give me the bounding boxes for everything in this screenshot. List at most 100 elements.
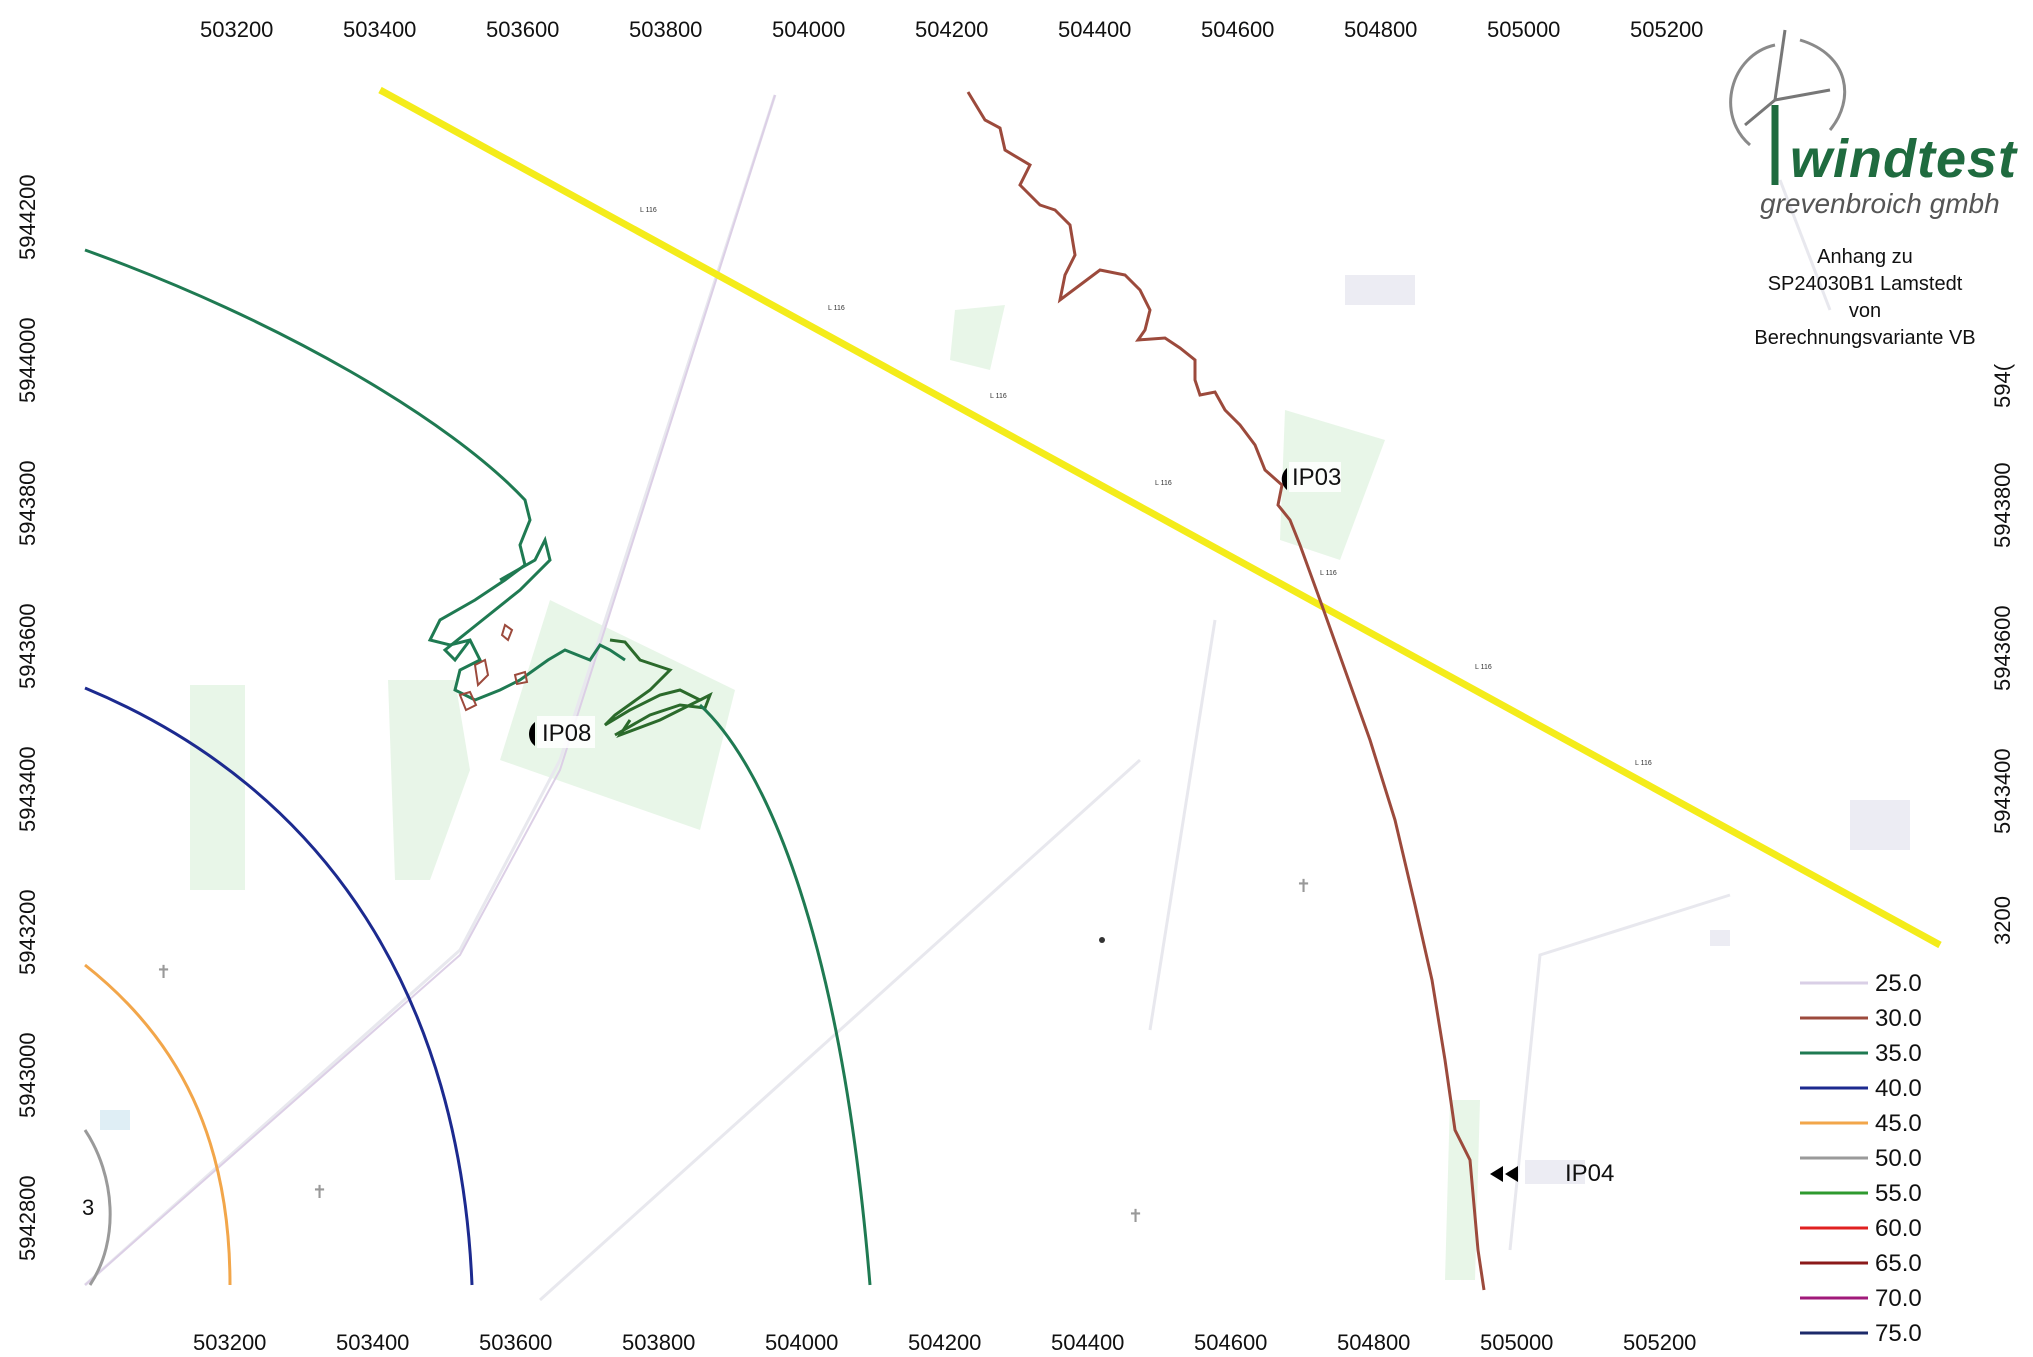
- field-area: [1445, 1100, 1480, 1280]
- cross-marker: ✝: [1296, 876, 1311, 896]
- x-tick: 503200: [200, 17, 273, 42]
- logo-arc: [1799, 38, 1847, 131]
- minor-road: [84, 94, 777, 1287]
- cross-marker: ✝: [312, 1182, 327, 1202]
- receiver-ip03[interactable]: IP03: [1281, 462, 1342, 492]
- x-tick: 504600: [1201, 17, 1274, 42]
- legend-label: 75.0: [1875, 1320, 1922, 1347]
- contour-spot: [473, 658, 490, 688]
- legend: 25.0 30.0 35.0 40.0 45.0 50.0 55.0 60.0 …: [1800, 970, 1922, 1347]
- y-tick: 5943400: [15, 746, 40, 832]
- annex-line: Anhang zu: [1817, 246, 1913, 268]
- receiver-label: IP03: [1292, 464, 1341, 491]
- x-tick: 503800: [629, 17, 702, 42]
- contour-spot: [513, 670, 529, 686]
- x-tick: 504800: [1344, 17, 1417, 42]
- receiver-label-bg: [537, 716, 595, 748]
- y-tick: 594(: [1990, 363, 2015, 408]
- building: [1850, 800, 1910, 850]
- windtest-logo: windtest grevenbroich gmbh: [1720, 20, 2020, 220]
- annex-line: SP24030B1 Lamstedt: [1767, 273, 1963, 295]
- x-tick: 505200: [1623, 1330, 1696, 1355]
- logo-blade: [1744, 98, 1776, 127]
- building: [1710, 930, 1730, 946]
- main-road-l116: [378, 86, 1942, 949]
- annex-note: Anhang zu SP24030B1 Lamstedt von Berechn…: [1740, 244, 1990, 352]
- contour-50: [83, 1129, 112, 1286]
- x-tick: 503400: [343, 17, 416, 42]
- contour-35-lower: [698, 703, 872, 1286]
- road-label: L 116: [990, 393, 1007, 400]
- field-area: [190, 685, 245, 890]
- x-tick: 503800: [622, 1330, 695, 1355]
- road-label: L 116: [1635, 760, 1652, 767]
- y-tick: 5943200: [15, 889, 40, 975]
- field-area: [950, 305, 1005, 370]
- y-tick: 3200: [1990, 896, 2015, 945]
- receiver-marker-icon: [1281, 468, 1287, 490]
- x-tick: 505200: [1630, 17, 1703, 42]
- legend-label: 60.0: [1875, 1215, 1922, 1242]
- contour-30: [966, 91, 1486, 1291]
- legend-label: 25.0: [1875, 970, 1922, 997]
- contour-45: [84, 963, 232, 1286]
- y-axis-right: 594( 5943800 5943600 5943400 3200: [1990, 363, 2015, 945]
- receiver-ip04[interactable]: IP04: [1490, 1160, 1614, 1187]
- y-tick: 5943600: [1990, 605, 2015, 691]
- legend-label: 40.0: [1875, 1075, 1922, 1102]
- minor-road: [1778, 179, 1832, 311]
- legend-label: 65.0: [1875, 1250, 1922, 1277]
- x-tick: 504200: [915, 17, 988, 42]
- road-label: L 116: [1155, 480, 1172, 487]
- cross-markers: ✝ ✝ ✝ ✝: [156, 876, 1311, 1226]
- contour-25: [84, 94, 776, 1286]
- receiver-ip08[interactable]: IP08: [529, 716, 595, 748]
- y-tick: 5944000: [15, 317, 40, 403]
- y-tick: 5943800: [1990, 462, 2015, 548]
- receiver-marker-icon: [529, 722, 535, 746]
- road-label: L 116: [1475, 664, 1492, 671]
- x-axis-top: 503200 503400 503600 503800 504000 50420…: [200, 17, 1703, 42]
- receiver-marker-icon: [1490, 1166, 1518, 1182]
- legend-label: 70.0: [1875, 1285, 1922, 1312]
- logo-brand: windtest: [1790, 129, 2018, 189]
- x-tick: 505000: [1487, 17, 1560, 42]
- x-axis-bottom: 503200 503400 503600 503800 504000 50420…: [193, 1330, 1696, 1355]
- x-tick: 503400: [336, 1330, 409, 1355]
- road-label: L 116: [828, 305, 845, 312]
- road-labels: L 116 L 116 L 116 L 116 L 116 L 116 L 11…: [640, 207, 1652, 767]
- minor-road: [1508, 893, 1731, 1251]
- minor-road: [538, 758, 1142, 1302]
- contour-35-detail: [442, 535, 552, 663]
- cross-marker: ✝: [156, 962, 171, 982]
- x-tick: 504000: [772, 17, 845, 42]
- contour-35-detail: [614, 691, 713, 737]
- y-tick: 5943400: [1990, 748, 2015, 834]
- contour-65-spots: [458, 623, 529, 712]
- y-tick: 5943800: [15, 460, 40, 546]
- logo-subtitle: grevenbroich gmbh: [1760, 188, 2000, 219]
- building: [1345, 275, 1415, 305]
- y-tick: 5943600: [15, 603, 40, 689]
- contour-35-upper: [84, 248, 626, 702]
- annex-line: Berechnungsvariante VB: [1754, 327, 1976, 349]
- field-area: [388, 680, 470, 880]
- contour-spot: [458, 690, 478, 712]
- building: [1525, 1160, 1585, 1184]
- receiver-label-bg: [1289, 462, 1341, 492]
- field-areas: [190, 305, 1480, 1280]
- y-tick: 5943000: [15, 1032, 40, 1118]
- contour-35-detail: [603, 638, 704, 739]
- legend-label: 55.0: [1875, 1180, 1922, 1207]
- y-tick: 5942800: [15, 1175, 40, 1261]
- x-tick: 504600: [1194, 1330, 1267, 1355]
- x-tick: 505000: [1480, 1330, 1553, 1355]
- legend-label: 30.0: [1875, 1005, 1922, 1032]
- edge-digit: 3: [82, 1195, 94, 1220]
- building: [100, 1110, 130, 1130]
- receiver-label: IP08: [542, 720, 591, 747]
- annex-line: von: [1848, 300, 1882, 322]
- minor-road: [1148, 619, 1217, 1031]
- x-tick: 504400: [1051, 1330, 1124, 1355]
- x-tick: 503600: [486, 17, 559, 42]
